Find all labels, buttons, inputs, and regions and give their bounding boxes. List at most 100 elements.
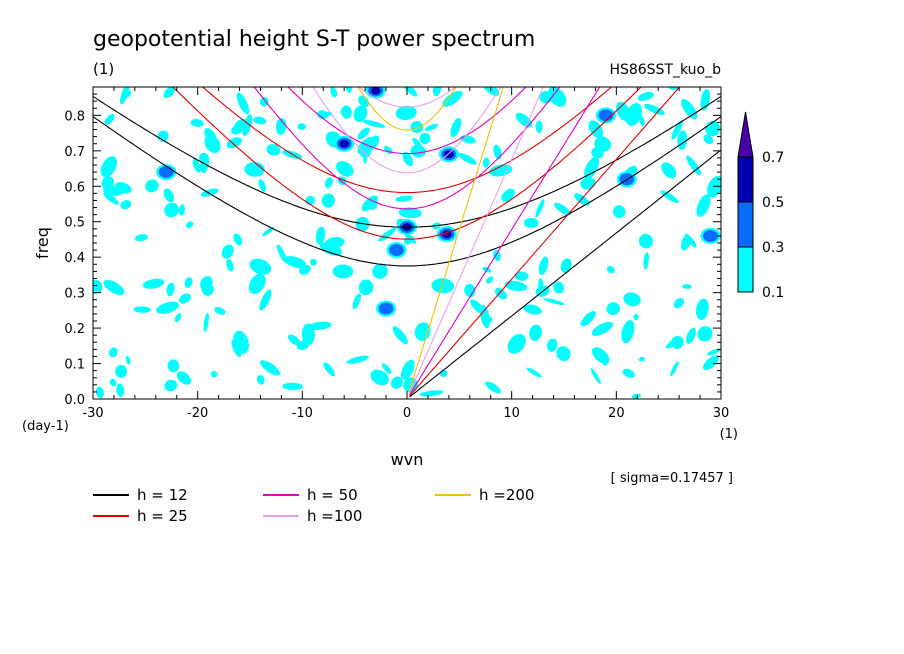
- contour-patch: [336, 161, 354, 177]
- axis-ticks: -30 -20 -10 0 10 20 30 0.0 0.1 0.2 0.3 0.4 0.5 0.6 0.7…: [64, 87, 729, 421]
- legend-label: h = 50: [307, 486, 358, 504]
- contour-patch: [346, 355, 369, 364]
- contour-patch: [686, 327, 696, 344]
- legend-label: h = 12: [137, 486, 188, 504]
- chart-subtitle-left: (1): [93, 60, 114, 78]
- ig1-curve-50: [253, 87, 561, 210]
- contour-patch: [442, 90, 463, 107]
- contour-patch: [402, 151, 414, 167]
- contour-patch: [164, 379, 178, 392]
- contour-patch: [282, 382, 303, 391]
- contour-patch: [696, 298, 709, 320]
- contour-patch: [340, 105, 352, 119]
- y-tick-label: 0.5: [64, 216, 85, 231]
- contour-patch: [696, 194, 711, 217]
- contour-patch: [378, 227, 397, 242]
- contour-patch: [494, 287, 507, 300]
- contour-patch: [419, 132, 431, 145]
- contour-patch: [164, 202, 180, 218]
- ig1-curve-100: [312, 87, 502, 174]
- power-spot: [389, 244, 404, 257]
- contour-patch: [332, 264, 354, 279]
- contour-patch: [580, 177, 596, 190]
- contour-patch: [398, 207, 422, 219]
- contour-patch: [116, 383, 125, 397]
- contour-patch: [639, 116, 645, 127]
- colorbar-extend-arrow: [737, 111, 754, 158]
- legend-label: h =200: [479, 486, 534, 504]
- power-spot: [158, 166, 174, 179]
- contour-patch: [287, 334, 301, 346]
- power-spot: [444, 150, 454, 159]
- contour-patch: [671, 120, 683, 140]
- ig2-curve-25: [201, 87, 613, 194]
- contour-patch: [591, 321, 614, 336]
- contour-patch: [163, 188, 174, 203]
- contour-patch: [661, 162, 677, 179]
- contour-patch: [262, 226, 275, 237]
- contour-patch: [493, 249, 501, 262]
- contour-patch: [665, 336, 682, 349]
- contour-patch: [233, 233, 243, 246]
- contour-patch: [315, 226, 326, 245]
- contour-patch: [163, 87, 176, 98]
- contour-patch: [120, 200, 132, 210]
- ig1-curve-12: [93, 116, 721, 267]
- contour-patch: [401, 359, 415, 380]
- x-tick-label: 10: [503, 406, 520, 421]
- contour-patch: [606, 265, 615, 274]
- contour-patch: [458, 152, 477, 165]
- x-tick-label: 0: [403, 406, 411, 421]
- contour-patch: [703, 134, 714, 145]
- power-contours: [93, 87, 721, 399]
- colorbar-segment: [737, 156, 754, 203]
- contour-patch: [134, 234, 148, 242]
- contour-patch: [553, 281, 565, 294]
- contour-patch: [535, 120, 543, 133]
- contour-patch: [673, 298, 685, 309]
- contour-patch: [357, 127, 370, 140]
- contour-patch: [410, 144, 426, 158]
- contour-patch: [352, 293, 361, 310]
- contour-patch: [523, 217, 539, 228]
- contour-patch: [266, 144, 281, 156]
- contour-patch: [514, 271, 529, 281]
- contour-patch: [395, 105, 417, 121]
- contour-patch: [115, 364, 127, 378]
- contour-patch: [345, 87, 352, 93]
- colorbar-segment: [737, 246, 754, 293]
- y-tick-label: 0.6: [64, 180, 85, 195]
- y-unit-label: (day-1): [22, 419, 69, 434]
- contour-patch: [214, 307, 226, 315]
- contour-patch: [321, 193, 335, 208]
- contour-patch: [507, 333, 526, 354]
- kelvin-curve-100: [409, 87, 544, 394]
- contour-patch: [526, 367, 542, 378]
- contour-patch: [504, 280, 528, 292]
- contour-patch: [368, 200, 378, 210]
- x-unit-label: (1): [720, 427, 738, 442]
- contour-patch: [256, 375, 265, 385]
- contour-patch: [460, 135, 476, 144]
- contour-patch: [190, 119, 204, 127]
- contour-patch: [410, 121, 424, 134]
- contour-patch: [450, 117, 462, 138]
- contour-patch: [684, 233, 697, 248]
- contour-patch: [543, 298, 565, 305]
- contour-patch: [523, 304, 542, 315]
- contour-patch: [108, 347, 118, 358]
- contour-patch: [260, 360, 281, 376]
- contour-patch: [319, 242, 343, 256]
- contour-patch: [670, 361, 679, 377]
- contour-patch: [226, 137, 242, 149]
- contour-patch: [318, 111, 333, 117]
- y-tick-label: 0.4: [64, 251, 85, 266]
- dispersion-curves: [93, 87, 721, 398]
- contour-patch: [309, 258, 317, 266]
- y-tick-label: 0.7: [64, 145, 85, 160]
- contour-patch: [529, 324, 542, 341]
- contour-patch: [622, 368, 635, 378]
- contour-patch: [125, 355, 131, 365]
- x-tick-label: 20: [608, 406, 625, 421]
